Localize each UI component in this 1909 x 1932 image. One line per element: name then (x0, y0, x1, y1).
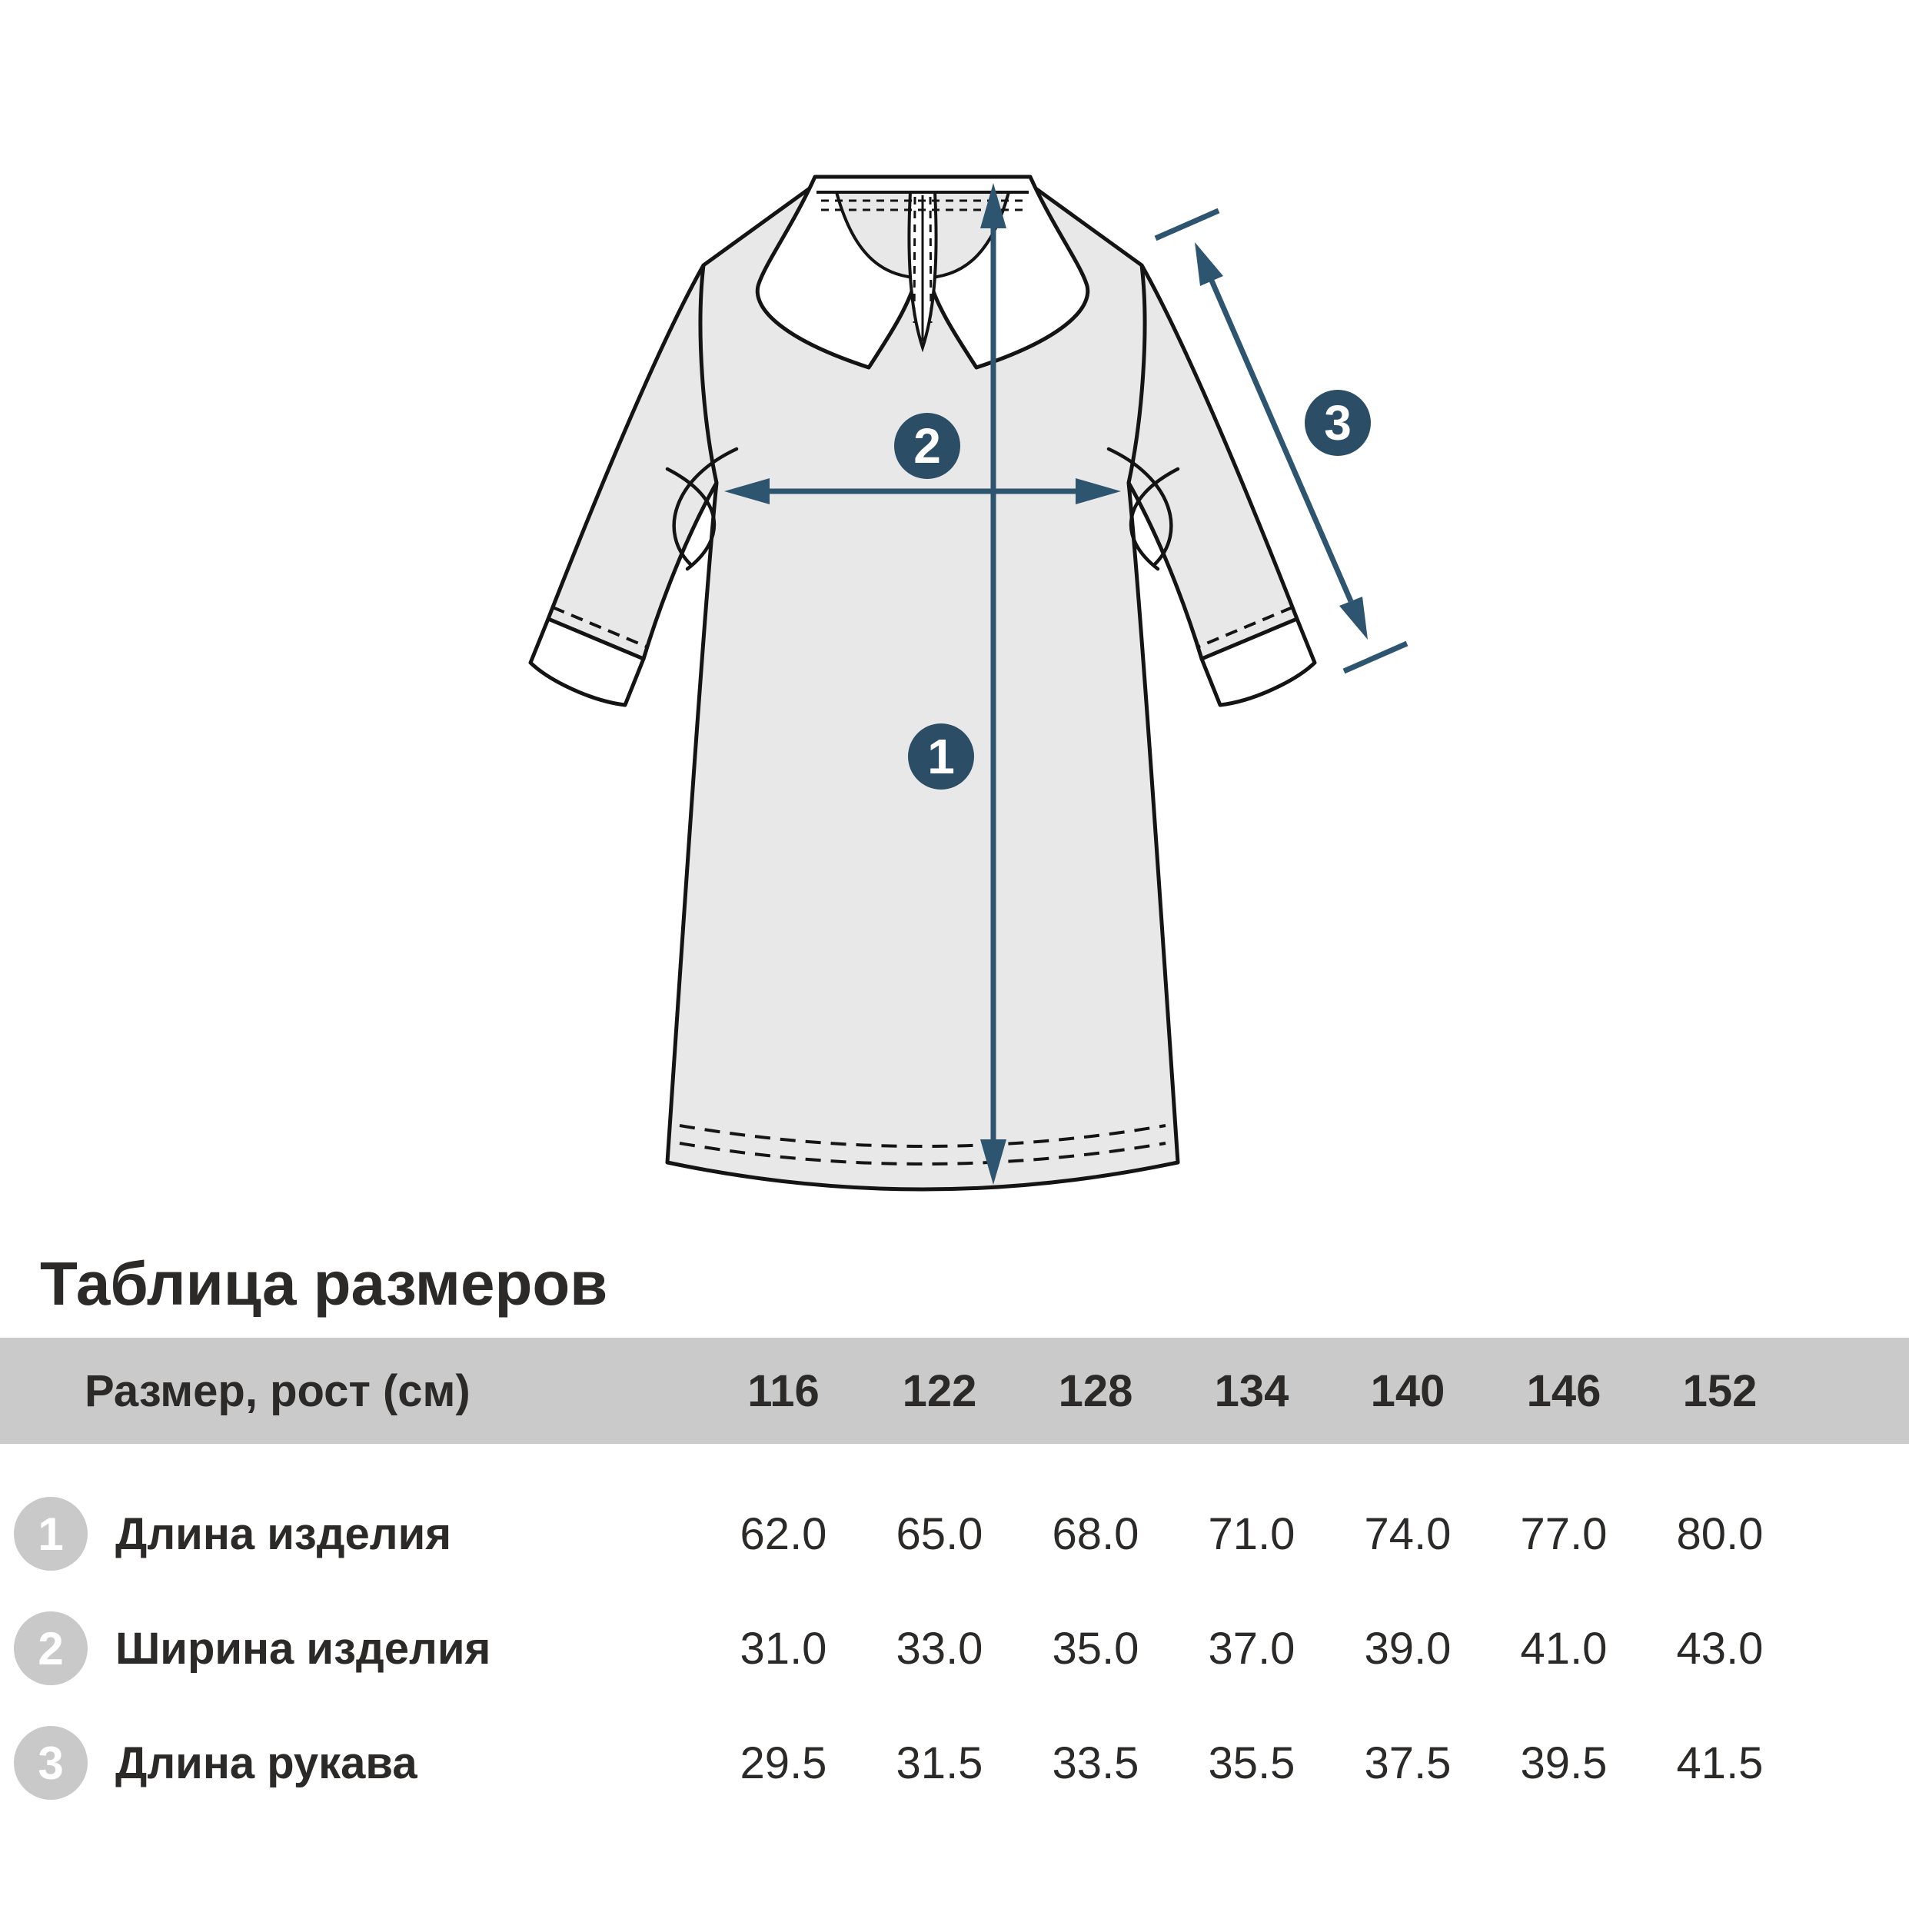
left-cuff (528, 617, 646, 707)
table-header-label: Размер, рост (см) (85, 1365, 471, 1416)
value-cell: 41.5 (1676, 1737, 1764, 1788)
waist-ties (665, 447, 1180, 571)
badge-3-circle (1305, 390, 1371, 456)
badge-1-number: 1 (927, 729, 955, 784)
sleeve-arrowhead-bottom (1339, 597, 1368, 640)
size-column-header: 122 (902, 1365, 977, 1416)
length-arrowhead-top (980, 183, 1006, 228)
length-arrowhead-bottom (980, 1139, 1006, 1185)
value-cell: 80.0 (1676, 1508, 1764, 1559)
dress-sleeves (546, 263, 1299, 661)
table-header-row: Размер, рост (см) 116 122 128 134 140 146 152 (0, 1338, 1909, 1444)
value-cell: 43.0 (1676, 1623, 1764, 1674)
size-column-header: 128 (1058, 1365, 1133, 1416)
value-cell: 74.0 (1364, 1508, 1452, 1559)
page-title: Таблица размеров (40, 1249, 608, 1318)
measurement-row: 2 Ширина изделия 31.0 33.0 35.0 37.0 39.0 41.0 4… (0, 1591, 1909, 1706)
sleeve-tick-top (1154, 208, 1220, 241)
value-cell: 31.0 (740, 1623, 827, 1674)
row-number-badge: 1 (14, 1497, 88, 1571)
sleeve-arrowhead-top (1195, 242, 1223, 286)
right-cuff (1199, 617, 1317, 707)
row-number-badge: 2 (14, 1611, 88, 1685)
value-cell: 41.0 (1520, 1623, 1608, 1674)
sleeve-tick-bottom (1342, 640, 1408, 674)
value-cell: 33.5 (1052, 1737, 1139, 1788)
sleeve-arrow-shaft (1209, 279, 1354, 603)
right-sleeve (1126, 263, 1299, 661)
value-cell: 35.0 (1052, 1623, 1139, 1674)
hem-stitching (679, 1124, 1166, 1166)
value-cell: 33.0 (896, 1623, 983, 1674)
size-column-header: 140 (1370, 1365, 1445, 1416)
row-label: Ширина изделия (115, 1623, 491, 1674)
size-column-header: 134 (1214, 1365, 1289, 1416)
value-cell: 77.0 (1520, 1508, 1608, 1559)
cuffs (528, 617, 1317, 707)
value-cell: 71.0 (1208, 1508, 1295, 1559)
value-cell: 68.0 (1052, 1508, 1139, 1559)
value-cell: 29.5 (740, 1737, 827, 1788)
badge-2-circle (894, 413, 960, 479)
size-column-header: 152 (1682, 1365, 1758, 1416)
row-number-badge: 3 (14, 1726, 88, 1800)
value-cell: 35.5 (1208, 1737, 1295, 1788)
value-cell: 37.5 (1364, 1737, 1452, 1788)
measure-badges: 1 2 3 (894, 390, 1371, 790)
badge-3-number: 3 (1324, 395, 1352, 451)
left-sleeve (546, 263, 719, 661)
cuff-stitching (552, 606, 1293, 649)
width-arrowhead-left (724, 478, 770, 504)
value-cell: 37.0 (1208, 1623, 1295, 1674)
size-column-header: 116 (747, 1365, 820, 1416)
measurement-row: 1 Длина изделия 62.0 65.0 68.0 71.0 74.0 77.0 80… (0, 1476, 1909, 1591)
width-arrowhead-right (1076, 478, 1121, 504)
value-cell: 39.5 (1520, 1737, 1608, 1788)
dress-diagram: 1 2 3 (528, 175, 1408, 1192)
value-cell: 65.0 (896, 1508, 983, 1559)
badge-2-number: 2 (913, 418, 941, 474)
measurement-row: 3 Длина рукава 29.5 31.5 33.5 35.5 37.5 39.5 41.… (0, 1705, 1909, 1821)
value-cell: 62.0 (740, 1508, 827, 1559)
value-cell: 39.0 (1364, 1623, 1452, 1674)
badge-1-circle (908, 723, 974, 790)
row-label: Длина рукава (115, 1737, 417, 1788)
measure-arrows (724, 183, 1408, 1185)
dress-body (665, 182, 1180, 1192)
value-cell: 31.5 (896, 1737, 983, 1788)
size-column-header: 146 (1526, 1365, 1601, 1416)
row-label: Длина изделия (115, 1508, 452, 1559)
